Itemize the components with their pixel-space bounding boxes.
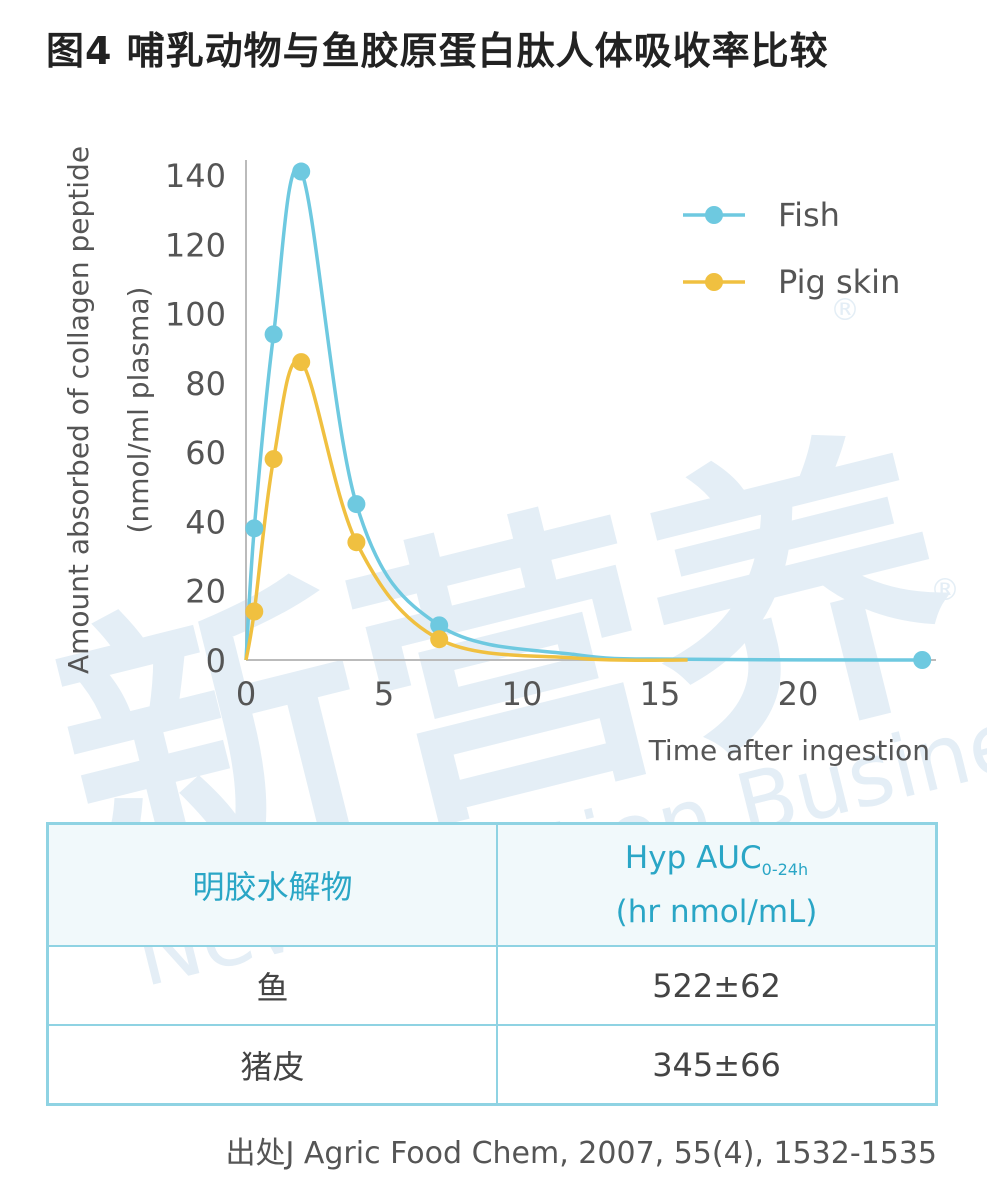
table-row: 鱼 522±62 <box>46 945 938 1026</box>
data-point <box>913 651 932 669</box>
y-tick-label: 120 <box>165 226 226 264</box>
row-name: 鱼 <box>46 945 498 1026</box>
data-point <box>292 162 311 181</box>
table-header-row: 明胶水解物 Hyp AUC0-24h (hr nmol/mL) <box>46 822 938 947</box>
header-hyp-auc-main: Hyp AUC <box>624 839 762 876</box>
source-citation: 出处J Agric Food Chem, 2007, 55(4), 1532-1… <box>225 1136 937 1171</box>
series-line-0 <box>244 166 923 662</box>
header-hyp-auc-sub: 0-24h <box>761 860 809 880</box>
y-tick-label: 100 <box>165 296 226 334</box>
tick-labels: 0 20 40 60 80 100 120 140 0 5 10 15 20 <box>165 157 818 713</box>
absorption-table: 明胶水解物 Hyp AUC0-24h (hr nmol/mL) 鱼 522±62… <box>46 822 938 1106</box>
y-tick-label: 140 <box>165 157 226 195</box>
y-tick-label: 80 <box>185 365 226 403</box>
x-tick-label: 15 <box>640 675 681 713</box>
y-tick-label: 0 <box>206 642 226 680</box>
data-point <box>264 450 283 469</box>
x-tick-label: 20 <box>778 675 819 713</box>
data-point <box>430 616 449 635</box>
x-axis-label: Time after ingestion <box>648 734 930 767</box>
axes <box>245 160 936 661</box>
data-point <box>347 533 366 552</box>
series-lines <box>244 166 923 663</box>
series-line-1 <box>244 358 688 663</box>
header-hyp-auc: Hyp AUC0-24h (hr nmol/mL) <box>496 822 938 947</box>
legend: Fish Pig skin <box>683 196 900 301</box>
row-value: 522±62 <box>496 945 938 1026</box>
series-points <box>245 162 932 669</box>
table-row: 猪皮 345±66 <box>46 1024 938 1106</box>
y-tick-label: 20 <box>185 573 226 611</box>
x-tick-label: 0 <box>236 675 256 713</box>
y-axis-label-line1: Amount absorbed of collagen peptide <box>62 146 95 674</box>
legend-label: Fish <box>778 196 840 234</box>
data-point <box>347 495 366 514</box>
data-point <box>430 630 449 649</box>
x-tick-label: 10 <box>502 675 543 713</box>
y-tick-label: 40 <box>185 503 226 541</box>
header-hydrolysate: 明胶水解物 <box>46 822 498 947</box>
y-axis-label-line2: (nmol/ml plasma) <box>122 287 155 534</box>
row-name: 猪皮 <box>46 1024 498 1106</box>
data-point <box>264 325 283 344</box>
row-value: 345±66 <box>496 1024 938 1106</box>
data-point <box>292 353 311 372</box>
figure-title: 图4 哺乳动物与鱼胶原蛋白肽人体吸收率比较 <box>46 29 829 73</box>
legend-marker <box>705 273 723 291</box>
legend-label: Pig skin <box>778 263 900 301</box>
line-chart: Amount absorbed of collagen peptide (nmol… <box>62 146 936 767</box>
legend-marker <box>705 206 723 224</box>
y-axis-label: Amount absorbed of collagen peptide (nmol… <box>62 146 155 674</box>
y-tick-label: 60 <box>185 434 226 472</box>
x-tick-label: 5 <box>374 675 394 713</box>
data-point <box>245 519 264 538</box>
header-hyp-auc-unit: (hr nmol/mL) <box>615 894 818 931</box>
data-point <box>245 602 264 621</box>
